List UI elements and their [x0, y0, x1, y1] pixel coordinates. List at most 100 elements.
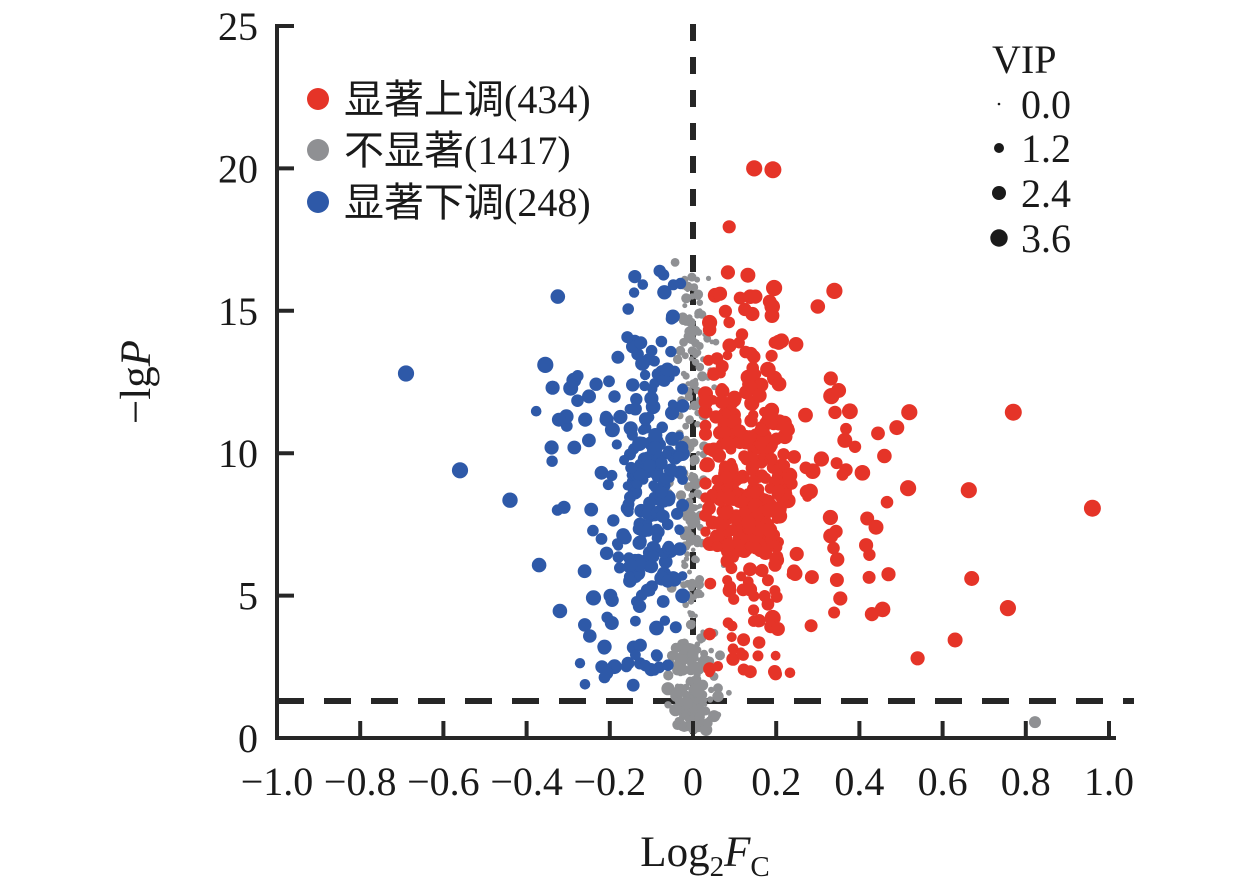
data-point	[1029, 716, 1041, 729]
data-point	[600, 410, 612, 423]
data-point	[688, 356, 694, 362]
data-point	[723, 316, 735, 329]
data-point	[684, 715, 692, 723]
data-point	[733, 336, 745, 349]
data-point	[685, 415, 694, 425]
data-point	[881, 567, 896, 582]
data-point	[567, 440, 582, 455]
data-point	[698, 427, 713, 441]
data-point	[836, 468, 849, 481]
x-tick-label: −1.0	[241, 759, 314, 804]
data-point	[582, 433, 596, 448]
data-point	[877, 448, 892, 464]
data-point	[594, 465, 609, 480]
data-point	[611, 350, 625, 364]
data-point	[702, 501, 716, 516]
data-point	[693, 588, 703, 599]
data-point	[833, 591, 848, 606]
data-point	[681, 561, 689, 570]
data-point	[673, 451, 685, 462]
data-point	[752, 636, 766, 649]
data-point	[765, 349, 778, 362]
data-point	[756, 458, 767, 469]
data-point	[712, 448, 727, 463]
data-point	[746, 160, 763, 177]
data-point	[748, 486, 762, 499]
data-point	[741, 515, 756, 531]
data-point	[736, 495, 749, 508]
data-point	[822, 509, 839, 526]
data-point	[635, 356, 650, 371]
data-point	[684, 392, 694, 401]
data-point	[630, 615, 641, 627]
data-point	[771, 484, 786, 498]
data-point	[699, 459, 712, 472]
data-point	[761, 574, 774, 587]
data-point	[677, 664, 689, 676]
data-point	[947, 632, 963, 648]
vip-label-0: 0.0	[1021, 82, 1071, 127]
data-point	[787, 564, 801, 579]
data-point	[1083, 499, 1101, 517]
data-point	[747, 475, 760, 487]
data-point	[743, 562, 757, 577]
data-point	[705, 668, 715, 678]
vip-dot-2	[992, 186, 1006, 200]
color-legend: 显著上调(434) 不显著(1417) 显著下调(248)	[307, 77, 591, 225]
data-point	[715, 384, 730, 399]
data-point	[720, 554, 735, 568]
data-point	[664, 701, 672, 709]
y-tick-label: 25	[218, 4, 258, 49]
data-point	[813, 451, 830, 467]
data-point	[675, 588, 690, 604]
data-point	[632, 599, 647, 613]
data-point	[702, 322, 717, 337]
data-point	[655, 456, 668, 470]
data-point	[768, 665, 782, 679]
y-tick-label: 15	[218, 289, 258, 334]
data-point	[662, 659, 674, 671]
vip-label-2: 2.4	[1021, 171, 1071, 216]
data-point	[748, 289, 763, 304]
data-point	[675, 490, 687, 501]
data-point	[630, 393, 643, 406]
y-tick-label: 10	[218, 431, 258, 476]
data-point	[712, 286, 728, 301]
data-point	[622, 506, 634, 518]
data-point	[715, 395, 729, 410]
data-point	[670, 642, 682, 654]
data-point	[722, 220, 736, 234]
data-point	[663, 540, 675, 552]
data-points	[397, 160, 1101, 736]
data-point	[643, 496, 657, 510]
data-point	[726, 652, 740, 666]
data-point	[684, 551, 691, 558]
data-point	[762, 294, 777, 309]
series-significant-down	[397, 264, 690, 692]
data-point	[605, 593, 619, 607]
data-point	[900, 480, 917, 497]
x-tick-label: 0.6	[918, 759, 968, 804]
data-point	[628, 270, 642, 284]
legend-label-ns: 不显著(1417)	[344, 128, 571, 173]
data-point	[703, 443, 716, 456]
data-point	[665, 309, 680, 324]
data-point	[694, 641, 701, 647]
vip-legend-title: VIP	[992, 37, 1056, 82]
data-point	[704, 577, 717, 590]
data-point	[848, 440, 862, 453]
data-point	[826, 282, 843, 299]
data-point	[682, 303, 688, 309]
data-point	[693, 289, 704, 300]
data-point	[551, 412, 566, 427]
data-point	[613, 409, 628, 425]
data-point	[622, 303, 634, 315]
data-point	[633, 638, 647, 652]
data-point	[589, 377, 603, 391]
data-point	[685, 643, 696, 653]
data-point	[597, 641, 611, 655]
data-point	[676, 722, 683, 730]
legend-dot-down	[307, 191, 329, 213]
data-point	[880, 495, 894, 509]
data-point	[712, 661, 724, 672]
